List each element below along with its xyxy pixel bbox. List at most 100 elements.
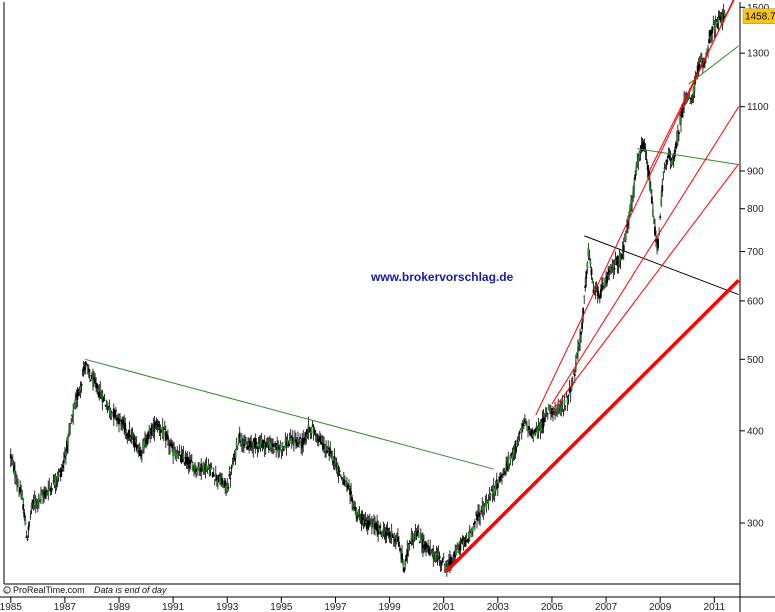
x-tick-label: 1989 [108,602,131,612]
candle-body [196,471,198,475]
candle-body [417,532,420,538]
candle-body [640,145,643,151]
candle-body [78,390,81,392]
candle-body [227,487,230,489]
candle-body [93,377,95,380]
candle-body [88,375,91,377]
candle-body [178,451,181,454]
candle-body [397,537,399,542]
candle-body [659,216,662,218]
candle-body [402,561,405,565]
candle-body [528,426,530,431]
candle-body [710,31,713,35]
x-tick-label: 1997 [324,602,347,612]
candle-body [461,538,464,544]
candle-body [120,421,122,427]
candle-body [172,449,175,456]
candle-body [95,383,98,388]
candle-body [317,436,320,438]
candle-body [362,520,365,526]
candle-body [568,387,571,393]
candle-body [530,431,533,436]
candle-body [542,417,545,427]
candle-body [59,468,62,477]
candle-body [163,429,166,430]
candle-body [150,427,153,436]
candle-body [590,268,593,276]
candle-body [343,477,346,480]
candle-body [311,425,314,427]
candle-body [518,431,521,434]
candle-body [642,141,645,150]
candle-body [430,553,433,555]
candle-body [158,429,161,431]
candle-body [214,473,217,477]
candle-body [210,467,213,470]
candle-body [336,462,339,473]
x-tick-label: 1995 [270,602,293,612]
candle-body [416,530,419,536]
candle-body [56,474,59,480]
candle-body [662,172,665,173]
candle-body [48,484,51,489]
candle-body [690,98,693,99]
candle-body [307,424,310,433]
candle-body [657,239,659,249]
candle-body [558,406,561,408]
candle-body [618,256,621,265]
candle-body [602,282,604,284]
candle-body [255,442,258,445]
candles [9,4,726,577]
candle-body [612,263,615,272]
copyright-glyph: c [5,588,8,594]
candle-body [216,480,219,483]
candle-body [719,16,722,21]
candle-body [61,465,64,468]
candle-body [670,160,673,165]
candle-body [110,413,113,417]
candle-body [350,491,352,495]
candle-body [588,256,591,258]
candle-body [273,449,275,451]
candle-body [437,552,440,559]
watermark-text: www.brokervorschlag.de [370,270,514,284]
y-tick-label: 700 [747,247,764,258]
candle-body [532,433,535,438]
candle-body [360,514,363,523]
candle-body [467,533,470,538]
candle-body [103,399,106,401]
candle-body [578,344,580,346]
candle-body [611,264,614,268]
candle-body [374,523,376,529]
candle-body [591,280,594,284]
candle-body [223,480,226,484]
candle-body [125,429,128,432]
candle-body [377,526,380,535]
candle-body [490,489,493,491]
candle-body [135,444,138,451]
candle-body [349,488,351,496]
candle-body [160,427,163,430]
candle-body [250,443,253,445]
candle-body [375,523,377,529]
candle-body [504,471,507,474]
candle-body [433,555,436,560]
candle-body [222,484,224,489]
candle-body [324,448,326,452]
candle-body [24,519,27,526]
candle-body [547,405,550,410]
candle-body [413,537,416,539]
candle-body [123,422,126,426]
candle-body [429,546,432,548]
candle-body [91,375,93,380]
candle-body [357,510,360,515]
candle-body [441,558,444,563]
candle-body [299,437,301,439]
candle-body [561,403,564,405]
candle-body [707,47,709,51]
candle-body [29,516,32,518]
candle-body [674,143,677,149]
candle-body [219,476,221,484]
candle-body [525,420,527,422]
x-tick-label: 2009 [649,602,672,612]
